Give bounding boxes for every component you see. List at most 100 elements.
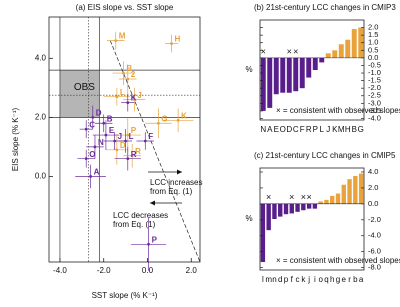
bar	[299, 57, 305, 89]
x-tick-label: 0.0	[142, 266, 154, 275]
point	[126, 157, 130, 161]
point-label: P	[131, 126, 137, 135]
point	[132, 98, 136, 102]
y-tick-label: 0.0	[368, 53, 378, 62]
y-tick-label: 1.5	[368, 30, 378, 39]
bar	[267, 57, 273, 108]
y-tick-label: -0.5	[368, 60, 381, 69]
point	[170, 42, 173, 45]
point	[114, 39, 118, 43]
x-tick-label: J	[326, 125, 330, 134]
x-tick-label: N	[260, 125, 266, 134]
x-tick-label: p	[284, 275, 289, 284]
y-tick-label: -8.0	[368, 263, 381, 272]
y-tick-label: -2.5	[368, 91, 381, 100]
x-tick-label: d	[278, 275, 282, 284]
y-tick-label: -4.0	[368, 231, 381, 240]
bar	[312, 203, 318, 209]
point-label: 2	[131, 70, 136, 79]
point-label: R	[135, 147, 141, 156]
point-label: A	[94, 168, 100, 177]
point-label: J	[137, 91, 141, 100]
consistency-marker: ×	[301, 192, 306, 202]
y-tick-label: 0.0	[368, 199, 378, 208]
consistency-marker: ×	[289, 192, 294, 202]
x-tick-label: -4.0	[53, 266, 67, 275]
y-tick-label: -4.0	[368, 113, 381, 122]
y-tick-label: 2.0	[368, 23, 378, 32]
x-tick-label: b	[353, 275, 358, 284]
y-tick-label: 1.0	[368, 38, 378, 47]
bar	[272, 203, 277, 219]
point	[91, 115, 95, 119]
y-tick-label: -6.0	[368, 247, 381, 256]
point-label: R	[131, 150, 137, 159]
bar	[318, 201, 323, 204]
bar	[324, 199, 329, 204]
x-tick-label: q	[324, 275, 328, 284]
point-label: F	[148, 132, 153, 141]
bar	[351, 29, 357, 58]
y-tick-label: -1.5	[368, 76, 381, 85]
arrow-head	[150, 200, 155, 206]
y-tick-label: -3.0	[368, 98, 381, 107]
point-label: K	[131, 94, 137, 103]
x-tick-label: F	[300, 125, 305, 134]
bar	[347, 179, 352, 204]
point-label: N	[98, 138, 104, 147]
plot-frame	[259, 167, 365, 271]
point	[115, 148, 119, 152]
point-label: B	[126, 64, 132, 73]
point	[93, 145, 97, 149]
point	[113, 139, 117, 143]
bar	[338, 44, 344, 58]
y-axis-title: %	[245, 214, 252, 223]
y-tick-label: 2.0	[368, 183, 378, 192]
x-tick-label: n	[272, 275, 276, 284]
x-tick-label: r	[348, 275, 351, 284]
x-tick-label: B	[352, 125, 357, 134]
bar	[289, 203, 294, 214]
point-label: E	[109, 126, 115, 135]
plot-frame	[48, 16, 201, 263]
x-tick-label: P	[313, 125, 318, 134]
x-tick-label: c	[296, 275, 300, 284]
bar	[293, 57, 299, 92]
bar	[341, 184, 346, 204]
x-tick-label: G	[358, 125, 364, 134]
y-tick-label: -2.0	[368, 215, 381, 224]
y-tick-label: -3.5	[368, 106, 381, 115]
bar	[280, 57, 286, 93]
x-tick-label: i	[314, 275, 316, 284]
x-tick-label: f	[291, 275, 294, 284]
bar	[335, 193, 341, 204]
consistency-marker: ×	[287, 46, 292, 56]
annotation: from Eq. (1)	[113, 220, 156, 229]
x-tick-label: M	[338, 125, 345, 134]
bar	[260, 203, 266, 263]
bar	[278, 203, 283, 217]
point-label: J	[118, 132, 122, 141]
bar	[345, 39, 351, 58]
point	[147, 242, 150, 246]
point-label: D	[120, 141, 126, 150]
bar	[312, 57, 318, 70]
x-tick-label: O	[280, 125, 286, 134]
bar	[266, 203, 271, 231]
bar	[353, 175, 358, 204]
point	[130, 154, 134, 158]
chart-title: (a) EIS slope vs. SST slope	[76, 3, 174, 12]
bar	[301, 203, 306, 211]
x-tick-label: e	[342, 275, 347, 284]
x-tick-label: a	[359, 275, 364, 284]
annotation: from Eq. (1)	[150, 187, 193, 196]
x-tick-label: E	[274, 125, 279, 134]
x-tick-label: 2.0	[186, 266, 198, 275]
legend-note: × = consistent with observed slopes	[276, 106, 400, 115]
y-tick-label: -1.0	[368, 68, 381, 77]
bar	[306, 57, 312, 78]
bar	[319, 57, 325, 63]
x-tick-label: A	[267, 125, 273, 134]
reference-line	[109, 40, 201, 263]
bar	[358, 27, 364, 58]
